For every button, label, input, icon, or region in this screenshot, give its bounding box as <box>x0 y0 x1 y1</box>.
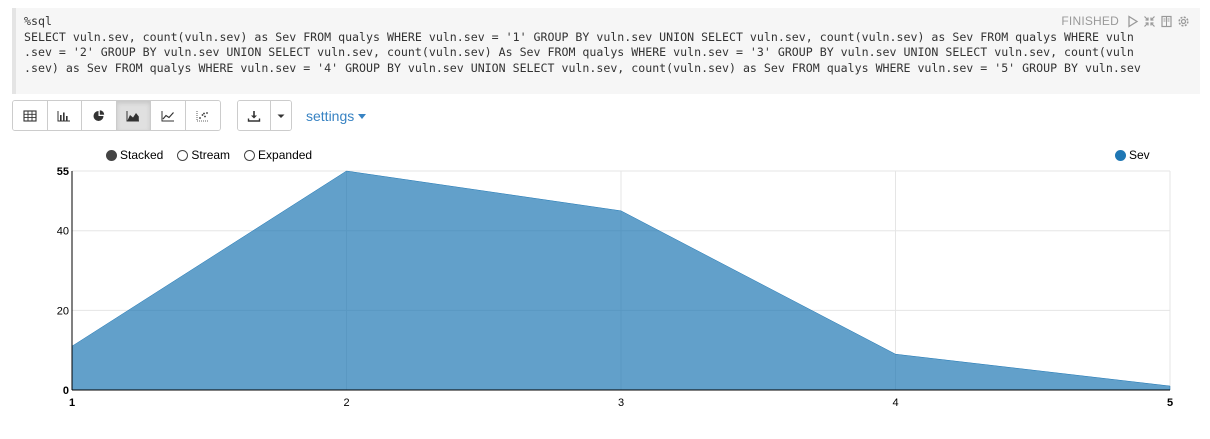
mode-label: Stacked <box>120 148 164 162</box>
code-line-1: SELECT vuln.sev, count(vuln.sev) as Sev … <box>24 29 1134 44</box>
line-chart-view-button[interactable] <box>151 101 186 130</box>
chart-axes: 0 20 40 55 1 2 3 4 5 <box>57 166 1173 409</box>
radio-icon <box>177 149 189 161</box>
code-text[interactable]: %sql SELECT vuln.sev, count(vuln.sev) as … <box>24 14 1184 76</box>
y-tick-label: 40 <box>57 226 69 238</box>
download-button-group <box>237 100 292 131</box>
pie-chart-view-button[interactable] <box>82 101 117 130</box>
caret-down-icon <box>358 113 367 119</box>
download-icon <box>247 110 261 122</box>
scatter-chart-icon <box>196 110 209 121</box>
x-tick-label: 3 <box>618 397 624 409</box>
settings-label: settings <box>306 107 355 124</box>
y-tick-label: 20 <box>57 305 69 317</box>
radio-icon <box>244 149 256 161</box>
mode-option-expanded[interactable]: Expanded <box>244 148 312 162</box>
pie-chart-icon <box>93 109 104 121</box>
mode-label: Expanded <box>258 148 313 162</box>
download-dropdown-button[interactable] <box>271 101 291 130</box>
run-icon[interactable] <box>1126 14 1139 28</box>
area-chart-icon <box>126 110 140 121</box>
view-button-group <box>12 100 221 131</box>
y-tick-label: 55 <box>57 166 69 178</box>
code-line-interpreter: %sql <box>24 14 52 28</box>
table-icon <box>23 109 37 122</box>
area-series-sev[interactable] <box>71 170 1171 391</box>
chevron-down-icon <box>277 114 285 118</box>
chart-legend: Sev <box>1115 148 1150 162</box>
settings-toggle[interactable]: settings <box>306 107 367 124</box>
x-tick-label: 1 <box>69 397 75 409</box>
mode-option-stream[interactable]: Stream <box>177 148 230 162</box>
bar-chart-icon <box>57 110 71 121</box>
code-line-3: .sev) as Sev FROM qualys WHERE vuln.sev … <box>24 60 1141 75</box>
sql-editor[interactable]: %sql SELECT vuln.sev, count(vuln.sev) as … <box>12 8 1200 94</box>
bar-chart-view-button[interactable] <box>47 101 82 130</box>
download-button[interactable] <box>238 101 271 130</box>
code-line-2: .sev = '2' GROUP BY vuln.sev UNION SELEC… <box>24 45 1134 59</box>
line-chart-icon <box>161 110 174 121</box>
paragraph-status: FINISHED <box>1061 14 1190 28</box>
mode-label: Stream <box>191 148 231 162</box>
collapse-icon[interactable] <box>1143 15 1156 28</box>
x-tick-label: 4 <box>892 397 898 409</box>
visualization-toolbar: settings <box>12 100 367 131</box>
x-tick-label: 5 <box>1167 397 1173 409</box>
status-label: FINISHED <box>1061 14 1119 28</box>
gear-icon[interactable] <box>1177 15 1190 28</box>
legend-label[interactable]: Sev <box>1129 148 1150 162</box>
y-tick-label: 0 <box>63 385 69 397</box>
legend-dot-icon[interactable] <box>1115 149 1126 161</box>
radio-icon <box>106 149 117 161</box>
area-chart: 0 20 40 55 1 2 3 4 5 <box>57 166 1173 409</box>
x-tick-label: 2 <box>343 397 349 409</box>
scatter-chart-view-button[interactable] <box>185 101 220 130</box>
mode-option-stacked[interactable]: Stacked <box>106 148 163 162</box>
area-chart-view-button[interactable] <box>116 101 151 130</box>
table-view-button[interactable] <box>13 101 48 130</box>
chart-mode-selector: Stacked Stream Expanded <box>106 148 312 162</box>
book-icon[interactable] <box>1160 15 1173 28</box>
